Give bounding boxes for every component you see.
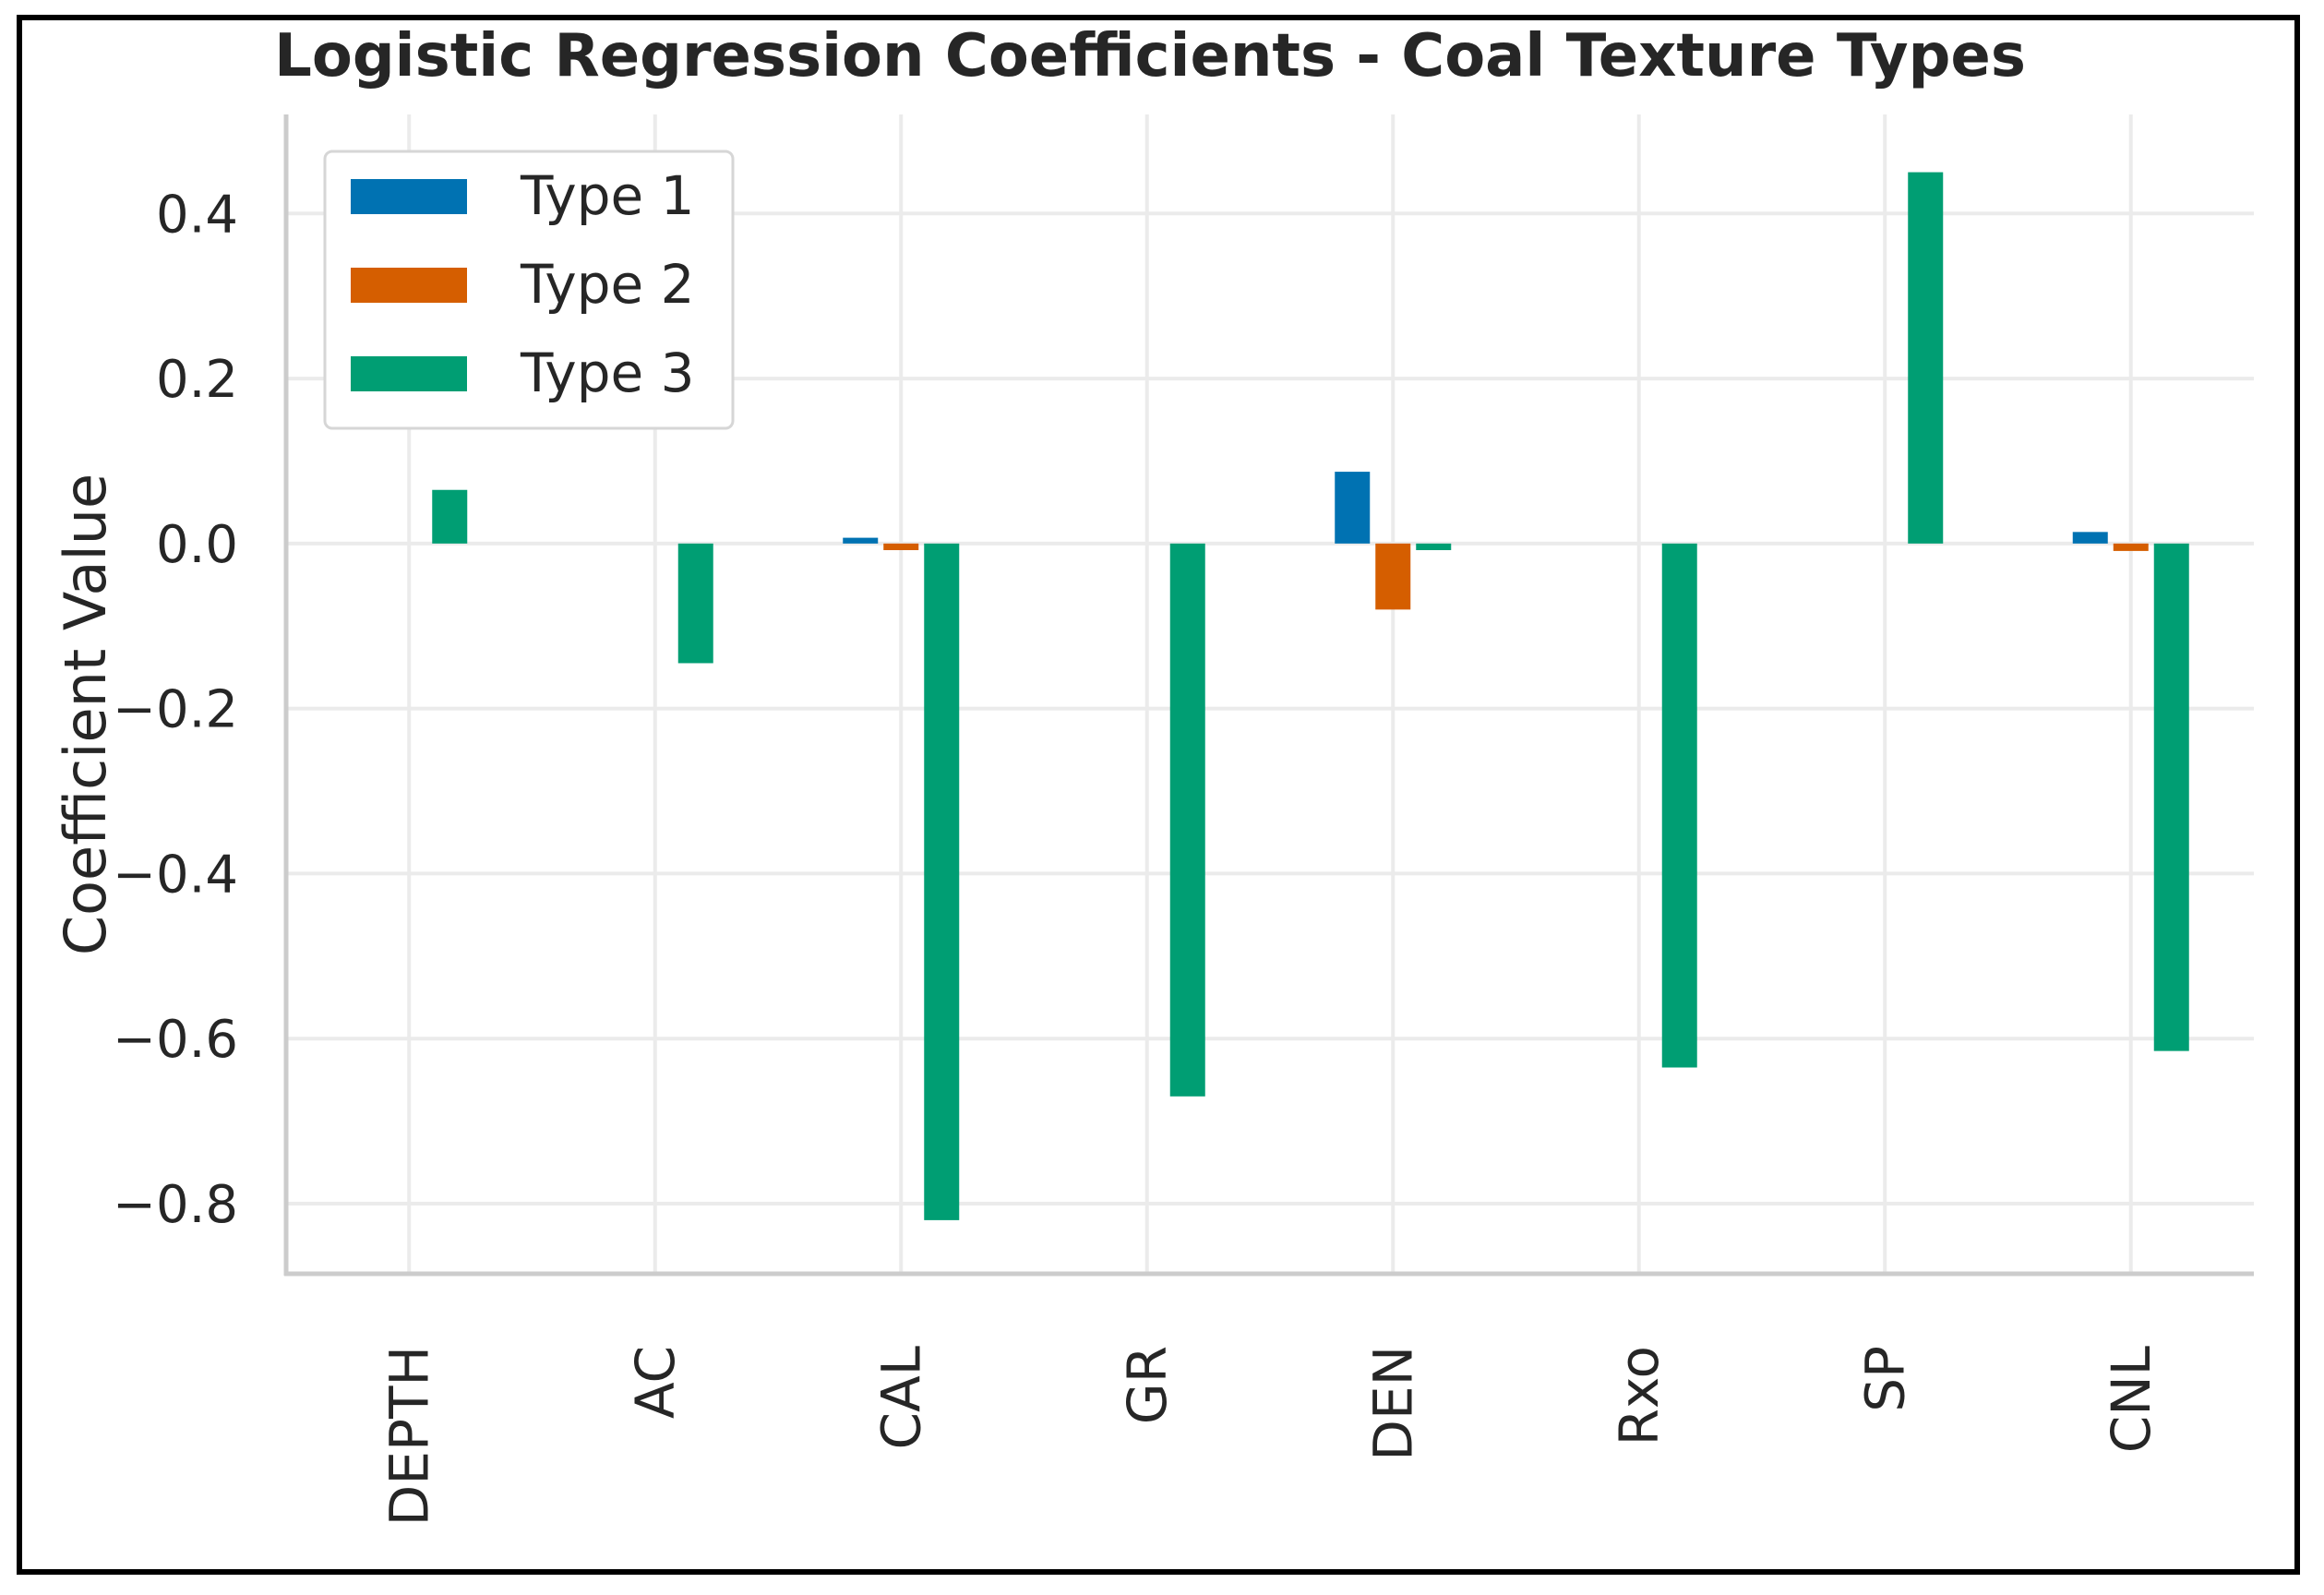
bar-type-3-cnl — [2153, 543, 2189, 1051]
y-tick-label: −0.8 — [113, 1175, 238, 1235]
x-tick-label-rxo: Rxo — [1608, 1346, 1671, 1445]
bar-type-3-den — [1416, 543, 1452, 551]
y-tick-label: −0.2 — [113, 680, 238, 740]
x-tick-label-gr: GR — [1116, 1346, 1179, 1424]
legend-label-type-3: Type 3 — [520, 342, 695, 404]
y-axis-label: Coefficient Value — [52, 474, 119, 955]
y-tick-label: 0.2 — [156, 350, 238, 410]
legend-label-type-1: Type 1 — [520, 164, 695, 227]
chart-title: Logistic Regression Coefficients - Coal … — [274, 22, 2026, 90]
y-tick-label: −0.6 — [113, 1010, 238, 1070]
legend: Type 1 Type 2 Type 3 — [323, 150, 735, 430]
x-tick-label-cal: CAL — [869, 1346, 932, 1450]
legend-swatch-type-1 — [351, 179, 467, 214]
legend-swatch-type-2 — [351, 268, 467, 303]
bar-type-3-ac — [677, 543, 713, 664]
bar-type-2-cal — [883, 543, 919, 551]
axes — [283, 114, 2254, 1277]
x-tick-label-den: DEN — [1361, 1346, 1424, 1461]
bar-type-3-gr — [1169, 543, 1205, 1097]
grid-lines — [286, 114, 2254, 1274]
tick-labels: 0.4 0.2 0.0 −0.2 −0.4 −0.6 −0.8 DEPTH AC CAL GR DEN… — [113, 185, 2162, 1526]
x-tick-label-depth: DEPTH — [377, 1346, 440, 1526]
y-tick-label: 0.0 — [156, 515, 238, 575]
bar-type-3-sp — [1908, 172, 1944, 544]
bar-type-2-cnl — [2113, 543, 2149, 551]
bar-type-3-rxo — [1661, 543, 1697, 1068]
legend-swatch-type-3 — [351, 356, 467, 391]
bar-type-1-cal — [843, 537, 879, 544]
bar-type-1-cnl — [2072, 532, 2108, 544]
bar-type-1-den — [1335, 472, 1371, 544]
y-tick-label: 0.4 — [156, 185, 238, 245]
y-tick-label: −0.4 — [113, 845, 238, 905]
x-tick-label-cnl: CNL — [2100, 1346, 2162, 1453]
bar-type-3-cal — [924, 543, 960, 1220]
bars — [432, 172, 2189, 1220]
x-tick-label-ac: AC — [624, 1346, 687, 1419]
bar-type-3-depth — [432, 489, 468, 544]
figure-frame: 0.4 0.2 0.0 −0.2 −0.4 −0.6 −0.8 DEPTH AC CAL GR DEN… — [17, 15, 2300, 1575]
bar-chart: 0.4 0.2 0.0 −0.2 −0.4 −0.6 −0.8 DEPTH AC CAL GR DEN… — [52, 22, 2254, 1526]
legend-label-type-2: Type 2 — [520, 253, 695, 316]
x-tick-label-sp: SP — [1853, 1346, 1916, 1412]
bar-type-2-den — [1375, 543, 1411, 610]
